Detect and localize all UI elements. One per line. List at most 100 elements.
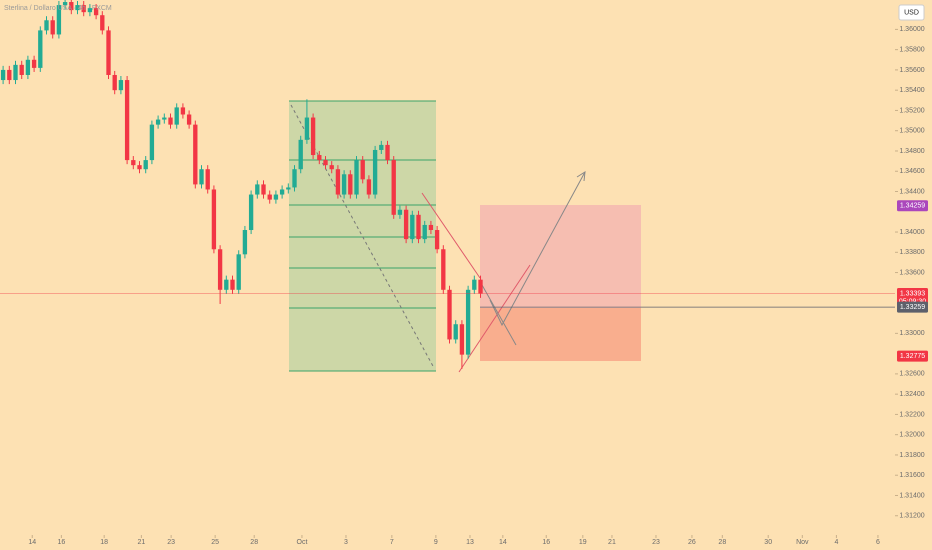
price-badge [897, 350, 928, 362]
y-tick-label: 1.34400 [899, 188, 924, 195]
currency-button[interactable] [898, 4, 925, 21]
x-tick-label: Oct [297, 539, 308, 546]
candle-body [69, 2, 74, 11]
candle-body [180, 107, 186, 115]
y-tick-label: 1.32200 [899, 411, 924, 418]
x-tick-label: Nov [796, 539, 809, 546]
candle-body [304, 117, 310, 140]
candle-body [267, 194, 272, 200]
y-tick-label: 1.35000 [899, 128, 924, 135]
candle-body [453, 324, 458, 340]
x-tick-label: 23 [652, 539, 660, 546]
currency-label[interactable]: USD [904, 9, 919, 16]
candle-body [100, 15, 105, 31]
candle-body [416, 214, 421, 240]
y-tick-label: 1.36000 [899, 26, 924, 33]
price-axis: 1.36000 1.35800 1.35600 1.35400 1.35200 1.350… [0, 26, 928, 546]
candle-body [292, 169, 297, 188]
candle-body [422, 224, 427, 240]
candle-body [62, 2, 68, 6]
trendline [458, 264, 531, 373]
candle-body [168, 117, 173, 125]
candle-body [379, 144, 384, 150]
price-badge-label: 1.33259 [900, 304, 925, 311]
candle-body [255, 184, 260, 195]
candle-body [224, 279, 229, 290]
candle-body [93, 8, 99, 16]
candle-body [447, 289, 452, 340]
x-tick-label: 16 [542, 539, 550, 546]
candle-body [19, 64, 24, 75]
candle-body [434, 230, 440, 250]
candle-body [279, 189, 285, 195]
candle-body [354, 160, 359, 195]
candle-body [310, 117, 316, 156]
candle-body [248, 194, 254, 231]
x-tick-label: 14 [499, 539, 507, 546]
x-tick-label: 13 [466, 539, 474, 546]
x-tick-label: 16 [57, 539, 65, 546]
y-tick-label: 1.33600 [899, 269, 924, 276]
candle-body [44, 20, 49, 31]
candle-body [478, 279, 483, 294]
y-tick-label: 1.31600 [899, 472, 924, 479]
y-tick-label: 1.35400 [899, 87, 924, 94]
price-badge [897, 301, 928, 313]
candle-body [137, 165, 142, 170]
candle-body [50, 20, 55, 35]
x-tick-label: 28 [718, 539, 726, 546]
x-tick-label: 25 [211, 539, 219, 546]
candle-body [391, 160, 396, 215]
path-arrow [489, 171, 586, 327]
candle-body [25, 59, 31, 75]
y-tick-label: 1.32600 [899, 371, 924, 378]
candle-body [348, 174, 353, 195]
path-arrow [481, 284, 517, 346]
x-tick-label: 4 [834, 539, 838, 546]
candle-body [31, 59, 37, 68]
candle-body [124, 80, 130, 161]
symbol-title: Sterlina / Dollaro USA · 4h · FXCM [4, 5, 112, 12]
candle-body [56, 5, 62, 35]
candle-body [372, 149, 378, 195]
candle-body [329, 165, 334, 170]
candle-body [174, 107, 179, 125]
x-tick-label: 28 [250, 539, 258, 546]
candle-body [428, 224, 434, 231]
x-tick-label: 7 [390, 539, 394, 546]
candle-body [230, 279, 235, 290]
candle-body [87, 8, 93, 13]
candle-body [385, 144, 390, 161]
candle-body [211, 189, 217, 250]
candle-body [236, 254, 241, 290]
y-tick-label: 1.34800 [899, 148, 924, 155]
y-tick-label: 1.32000 [899, 432, 924, 439]
candle-body [0, 69, 6, 81]
x-tick-label: 21 [137, 539, 145, 546]
candle-body [397, 209, 403, 215]
candle-body [465, 289, 471, 355]
candle-body [261, 184, 266, 195]
y-tick-label: 1.31800 [899, 452, 924, 459]
candle-body [199, 169, 204, 185]
candle-body [13, 64, 18, 81]
candle-body [273, 194, 279, 200]
x-tick-label: 21 [608, 539, 616, 546]
y-tick-label: 1.33800 [899, 249, 924, 256]
y-tick-label: 1.33000 [899, 330, 924, 337]
candle-body [162, 117, 167, 120]
target-zone [480, 308, 641, 361]
candle-body [335, 169, 341, 195]
x-tick-label: 9 [434, 539, 438, 546]
candle-body [149, 124, 155, 161]
y-tick-label: 1.35800 [899, 46, 924, 53]
price-badge-label: 1.32775 [900, 353, 925, 360]
price-badge-label: 1.34259 [900, 203, 925, 210]
x-tick-label: 30 [764, 539, 772, 546]
candle-body [298, 139, 303, 170]
candle-body [472, 279, 477, 290]
candle-body [341, 174, 347, 195]
y-tick-label: 1.35200 [899, 107, 924, 114]
arrow-head [576, 171, 586, 182]
candle-body [155, 119, 161, 125]
